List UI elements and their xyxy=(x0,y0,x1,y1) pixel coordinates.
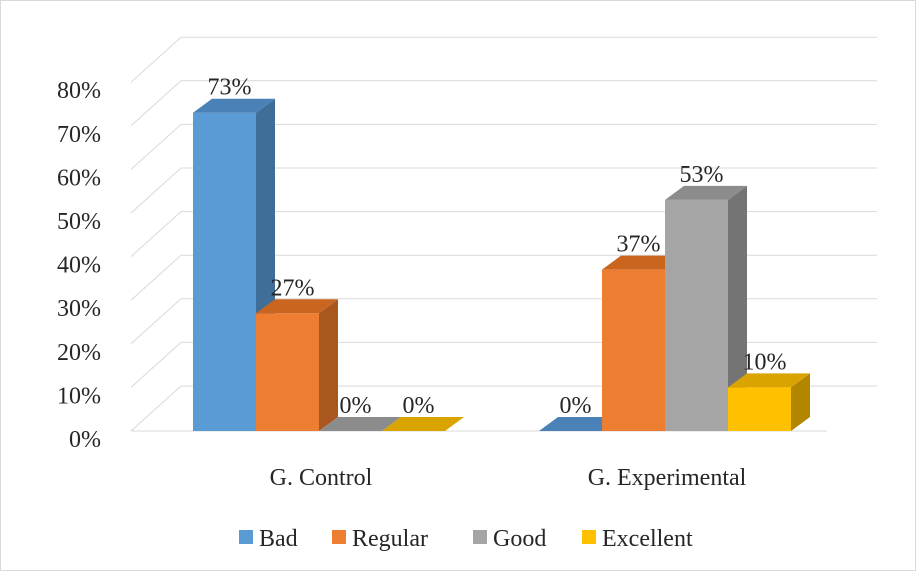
bar-excellent-g-control xyxy=(382,417,464,431)
bar-top xyxy=(602,255,684,270)
x-axis-category-labels: G. Control G. Experimental xyxy=(270,465,747,491)
data-label-excellent-g-control: 0% xyxy=(403,393,435,419)
category-label-g-control: G. Control xyxy=(270,465,373,491)
bar-top xyxy=(665,185,747,200)
bar-top xyxy=(256,299,338,314)
bar-top xyxy=(382,417,464,431)
data-label-regular-g-control: 27% xyxy=(271,275,315,301)
bar-front xyxy=(256,313,319,431)
bar-bad-g-control xyxy=(193,98,275,431)
gridline xyxy=(130,254,877,301)
gridline xyxy=(130,36,877,83)
data-labels: 73% 27% 0% 0% 0% 37% 53% 10% xyxy=(208,75,787,419)
legend-swatch xyxy=(582,530,596,544)
y-tick-label: 40% xyxy=(57,253,101,279)
legend-swatch xyxy=(473,530,487,544)
bar-front xyxy=(728,387,791,431)
bar-side xyxy=(791,373,810,431)
legend-label: Regular xyxy=(352,526,428,552)
gridline xyxy=(130,123,877,170)
bar-front xyxy=(602,269,665,431)
y-tick-label: 50% xyxy=(57,209,101,235)
bar-good-g-control xyxy=(319,417,401,431)
y-tick-label: 30% xyxy=(57,296,101,322)
data-label-excellent-g-experimental: 10% xyxy=(743,349,787,375)
bar-top xyxy=(193,98,275,113)
data-label-bad-g-experimental: 0% xyxy=(560,393,592,419)
bar-top xyxy=(539,417,621,431)
gridline xyxy=(130,80,877,127)
legend-swatch xyxy=(239,530,253,544)
bars xyxy=(193,98,810,431)
bar-front xyxy=(665,199,728,431)
gridline xyxy=(130,167,877,214)
bar-top xyxy=(728,373,810,388)
y-tick-label: 70% xyxy=(57,122,101,148)
legend-item-regular: Regular xyxy=(332,526,428,552)
bar-top xyxy=(319,417,401,431)
bar-side xyxy=(728,185,747,431)
y-tick-label: 10% xyxy=(57,383,101,409)
legend-item-bad: Bad xyxy=(239,526,298,552)
legend-label: Good xyxy=(493,526,546,552)
category-label-g-experimental: G. Experimental xyxy=(588,465,747,491)
data-label-bad-g-control: 73% xyxy=(208,75,252,101)
bar-good-g-experimental xyxy=(665,185,747,431)
legend-item-excellent: Excellent xyxy=(582,526,693,552)
legend-label: Excellent xyxy=(602,526,693,552)
legend-swatch xyxy=(332,530,346,544)
bar-bad-g-experimental xyxy=(539,417,621,431)
bar-regular-g-control xyxy=(256,299,338,431)
y-axis-tick-labels: 0% 10% 20% 30% 40% 50% 60% 70% 80% xyxy=(57,78,101,453)
legend-item-good: Good xyxy=(473,526,546,552)
bar-front xyxy=(193,112,256,431)
y-tick-label: 80% xyxy=(57,78,101,104)
data-label-good-g-experimental: 53% xyxy=(680,162,724,188)
y-tick-label: 0% xyxy=(69,427,101,453)
bar-excellent-g-experimental xyxy=(728,373,810,431)
y-tick-label: 20% xyxy=(57,340,101,366)
y-tick-label: 60% xyxy=(57,165,101,191)
data-label-regular-g-experimental: 37% xyxy=(617,232,661,258)
gridline xyxy=(130,211,877,257)
bar-side xyxy=(319,299,338,431)
data-label-good-g-control: 0% xyxy=(340,393,372,419)
legend: Bad Regular Good Excellent xyxy=(239,526,693,552)
legend-label: Bad xyxy=(259,526,298,552)
